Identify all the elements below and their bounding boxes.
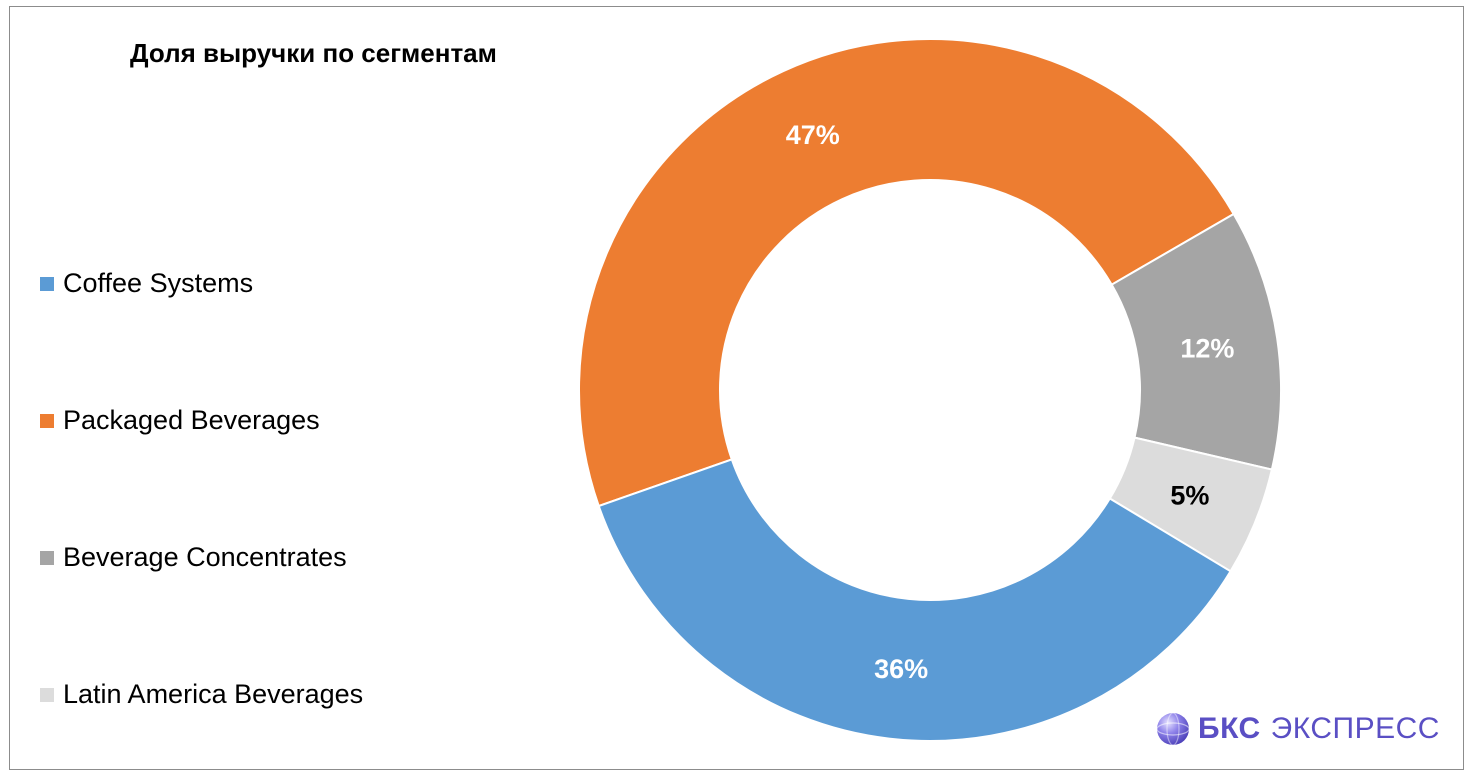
bks-sphere-icon bbox=[1156, 712, 1190, 746]
legend-label-coffee-systems: Coffee Systems bbox=[63, 268, 254, 298]
logo-text-light: ЭКСПРЕСС bbox=[1270, 712, 1440, 745]
legend-label-packaged-beverages: Packaged Beverages bbox=[63, 405, 320, 435]
donut-slice-packaged-beverages bbox=[578, 38, 1236, 508]
legend-item-coffee-systems: Coffee Systems bbox=[40, 268, 253, 299]
slice-label-beverage-concentrates: 12% bbox=[1180, 334, 1234, 364]
donut-slice-coffee-systems bbox=[597, 458, 1232, 742]
legend-swatch-latin-america-beverages bbox=[40, 687, 54, 702]
slice-label-latin-america-beverages: 5% bbox=[1170, 481, 1209, 511]
slice-label-coffee-systems: 36% bbox=[874, 654, 928, 684]
legend-swatch-coffee-systems bbox=[40, 276, 54, 291]
legend-swatch-packaged-beverages bbox=[40, 413, 54, 428]
logo-text-bold: БКС bbox=[1198, 712, 1261, 745]
legend-label-latin-america-beverages: Latin America Beverages bbox=[63, 679, 364, 709]
legend-swatch-beverage-concentrates bbox=[40, 550, 54, 565]
legend-item-latin-america-beverages: Latin America Beverages bbox=[40, 679, 363, 710]
legend-item-packaged-beverages: Packaged Beverages bbox=[40, 405, 320, 436]
slice-label-packaged-beverages: 47% bbox=[786, 120, 840, 150]
legend-label-beverage-concentrates: Beverage Concentrates bbox=[63, 542, 347, 572]
logo-wordmark: БКС ЭКСПРЕСС bbox=[1198, 712, 1440, 746]
legend-item-beverage-concentrates: Beverage Concentrates bbox=[40, 542, 347, 573]
bks-express-logo: БКС ЭКСПРЕСС bbox=[1156, 712, 1440, 746]
chart-title: Доля выручки по сегментам bbox=[130, 38, 497, 68]
